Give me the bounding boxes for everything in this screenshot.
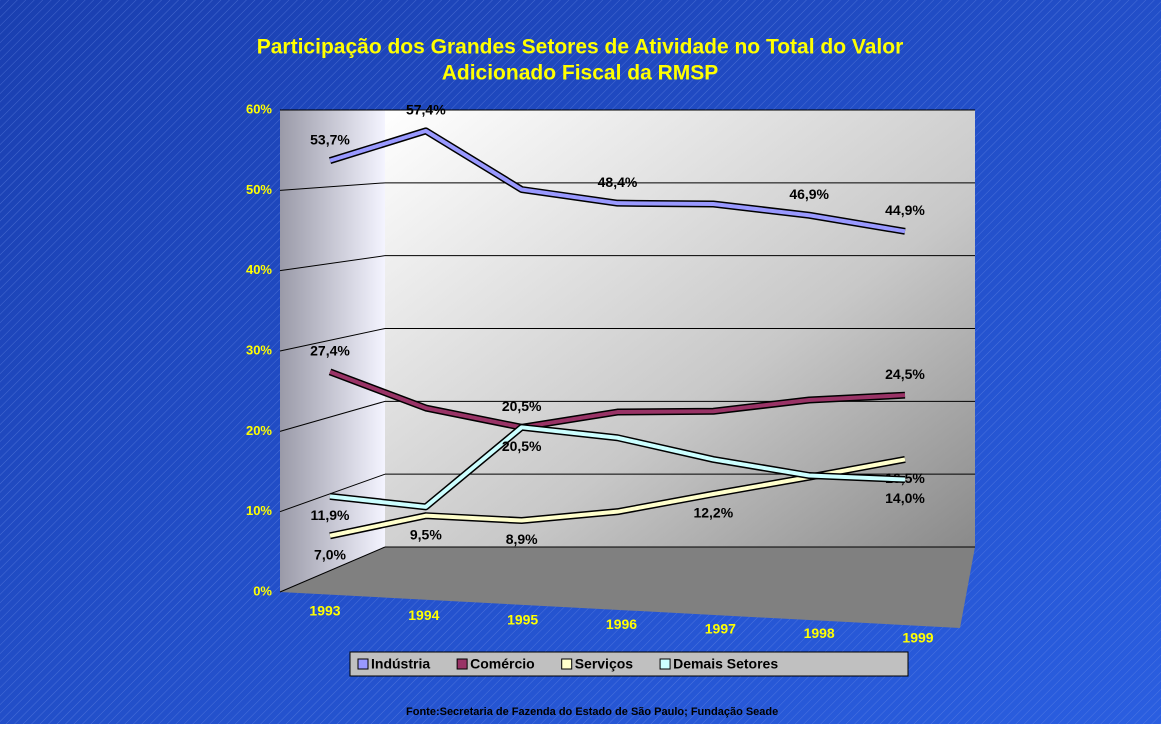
data-label: 57,4% — [406, 102, 446, 118]
chart-title: Adicionado Fiscal da RMSP — [442, 62, 719, 85]
legend-swatch — [357, 658, 369, 670]
series-line — [329, 370, 906, 430]
grid-line — [279, 546, 386, 593]
side-wall — [280, 110, 385, 592]
data-label: 20,5% — [502, 438, 542, 454]
x-tick-label: 1997 — [705, 621, 736, 637]
legend — [349, 651, 909, 677]
y-tick-label: 20% — [246, 423, 272, 438]
y-tick-label: 30% — [246, 342, 272, 357]
x-tick-label: 1998 — [804, 625, 835, 641]
grid-line — [279, 255, 386, 272]
x-tick-label: 1994 — [408, 607, 439, 623]
data-label: 44,9% — [885, 202, 925, 218]
y-tick-label: 0% — [253, 583, 272, 598]
data-label: 24,5% — [885, 366, 925, 382]
data-label: 12,2% — [693, 505, 733, 521]
data-label: 27,4% — [310, 343, 350, 359]
data-label: 20,5% — [502, 398, 542, 414]
grid-line — [279, 182, 386, 191]
chart-title: Participação dos Grandes Setores de Ativ… — [257, 36, 904, 59]
legend-label: Indústria — [371, 656, 430, 672]
legend-label: Comércio — [470, 656, 535, 672]
grid-line — [279, 328, 386, 352]
legend-swatch — [561, 658, 573, 670]
series-line — [329, 425, 906, 509]
data-label: 48,4% — [598, 174, 638, 190]
legend-label: Serviços — [575, 656, 634, 672]
series-line — [329, 128, 906, 234]
data-label: 9,5% — [410, 526, 442, 542]
legend-label: Demais Setores — [673, 656, 778, 672]
y-tick-label: 60% — [246, 101, 272, 116]
y-tick-label: 50% — [246, 182, 272, 197]
y-tick-label: 40% — [246, 262, 272, 277]
data-label: 8,9% — [506, 531, 538, 547]
data-label: 7,0% — [314, 546, 346, 562]
x-tick-label: 1993 — [309, 603, 340, 619]
grid-line — [279, 473, 386, 513]
data-label: 53,7% — [310, 131, 350, 147]
y-tick-label: 10% — [246, 503, 272, 518]
data-label: 14,0% — [885, 490, 925, 506]
grid-line — [279, 400, 386, 432]
legend-swatch — [659, 658, 671, 670]
x-tick-label: 1995 — [507, 612, 538, 628]
floor — [280, 547, 975, 628]
x-tick-label: 1999 — [902, 630, 933, 646]
data-label: 11,9% — [311, 507, 350, 523]
x-tick-label: 1996 — [606, 616, 637, 632]
source-note: Fonte:Secretaria de Fazenda do Estado de… — [406, 706, 778, 718]
data-label: 46,9% — [789, 186, 829, 202]
legend-swatch — [456, 658, 468, 670]
